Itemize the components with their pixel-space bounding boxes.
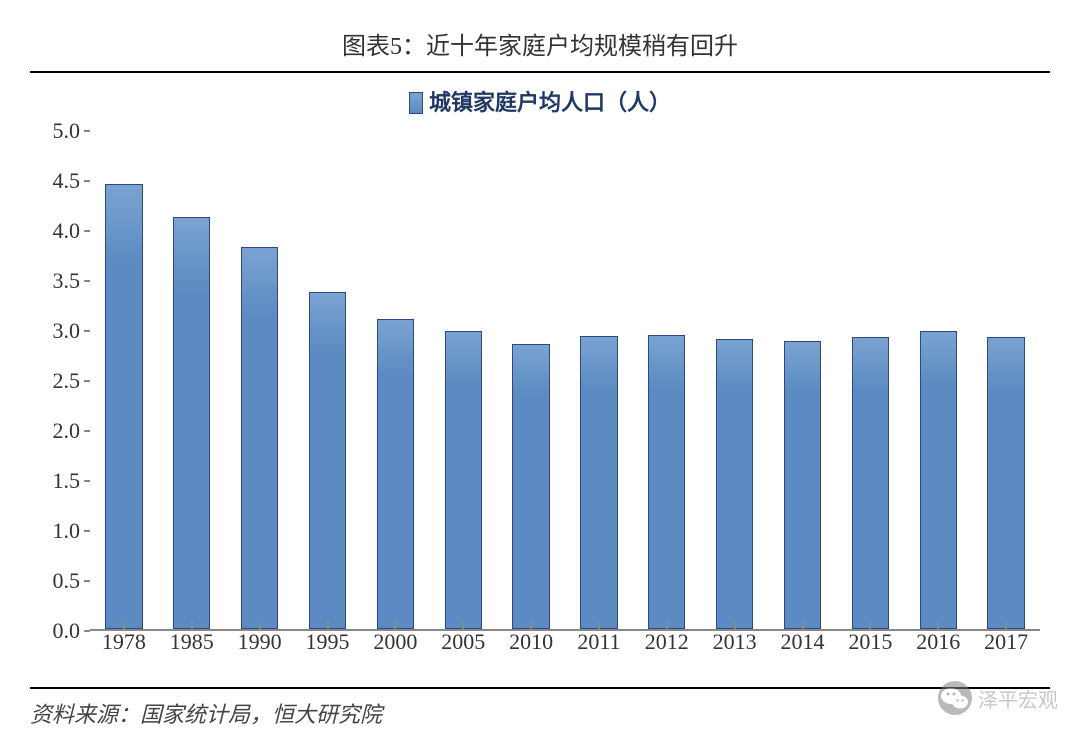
bar xyxy=(445,331,482,629)
x-tick-mark xyxy=(802,621,804,629)
y-tick-mark xyxy=(84,230,90,232)
x-tick-label: 2005 xyxy=(441,629,485,655)
x-tick-label: 2013 xyxy=(713,629,757,655)
x-tick-label: 1995 xyxy=(306,629,350,655)
bar xyxy=(920,331,957,629)
x-tick-label: 2014 xyxy=(781,629,825,655)
x-tick-label: 2012 xyxy=(645,629,689,655)
x-tick-mark xyxy=(327,621,329,629)
x-tick-mark xyxy=(530,621,532,629)
x-tick-mark xyxy=(937,621,939,629)
x-tick-label: 1985 xyxy=(170,629,214,655)
watermark: 泽平宏观 xyxy=(938,681,1058,715)
legend-swatch-icon xyxy=(409,92,423,114)
legend-label: 城镇家庭户均人口（人） xyxy=(429,90,671,115)
y-tick-mark xyxy=(84,430,90,432)
bars-container xyxy=(90,131,1040,629)
bar xyxy=(580,336,617,629)
x-tick-mark xyxy=(1005,621,1007,629)
y-tick-mark xyxy=(84,630,90,632)
bar xyxy=(309,292,346,629)
y-tick-mark xyxy=(84,280,90,282)
chart-area: 0.00.51.01.52.02.53.03.54.04.55.0 1978 19… xyxy=(30,121,1050,681)
wechat-icon xyxy=(938,681,972,715)
bar xyxy=(716,339,753,629)
bar xyxy=(241,247,278,629)
x-tick-mark xyxy=(191,621,193,629)
x-tick-label: 2015 xyxy=(848,629,892,655)
x-tick-mark xyxy=(259,621,261,629)
bar xyxy=(852,337,889,629)
y-tick-mark xyxy=(84,130,90,132)
x-tick-label: 2000 xyxy=(373,629,417,655)
chart-title: 图表5：近十年家庭户均规模稍有回升 xyxy=(30,20,1050,73)
y-tick-mark xyxy=(84,530,90,532)
x-tick-mark xyxy=(666,621,668,629)
bar xyxy=(173,217,210,629)
x-tick-mark xyxy=(869,621,871,629)
y-tick-mark xyxy=(84,580,90,582)
x-tick-label: 2017 xyxy=(984,629,1028,655)
bar xyxy=(648,335,685,629)
bar xyxy=(784,341,821,629)
chart-figure: 图表5：近十年家庭户均规模稍有回升 城镇家庭户均人口（人） 0.00.51.01… xyxy=(30,20,1050,729)
x-tick-mark xyxy=(394,621,396,629)
x-tick-label: 2016 xyxy=(916,629,960,655)
chart-source: 资料来源：国家统计局，恒大研究院 xyxy=(30,687,1050,729)
y-tick-mark xyxy=(84,330,90,332)
bar xyxy=(105,184,142,629)
plot-area: 0.00.51.01.52.02.53.03.54.04.55.0 xyxy=(90,131,1040,631)
x-tick-label: 2010 xyxy=(509,629,553,655)
y-tick-mark xyxy=(84,480,90,482)
x-tick-label: 2011 xyxy=(577,629,620,655)
x-tick-mark xyxy=(598,621,600,629)
bar xyxy=(512,344,549,629)
bar xyxy=(987,337,1024,629)
bar xyxy=(377,319,414,629)
x-tick-mark xyxy=(462,621,464,629)
x-tick-mark xyxy=(123,621,125,629)
x-tick-mark xyxy=(734,621,736,629)
chart-legend: 城镇家庭户均人口（人） xyxy=(30,85,1050,117)
y-tick-mark xyxy=(84,380,90,382)
x-tick-label: 1990 xyxy=(238,629,282,655)
watermark-text: 泽平宏观 xyxy=(978,684,1058,713)
y-tick-mark xyxy=(84,180,90,182)
x-tick-label: 1978 xyxy=(102,629,146,655)
